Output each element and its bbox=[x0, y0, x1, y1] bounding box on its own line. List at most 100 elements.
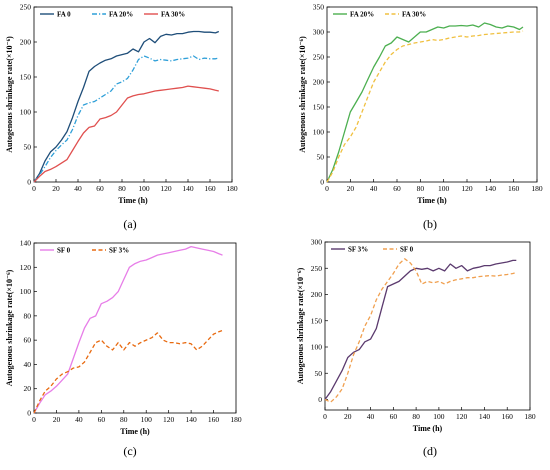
x-tick-label: 100 bbox=[141, 415, 153, 424]
y-tick-label: 100 bbox=[311, 343, 323, 352]
series-line bbox=[33, 55, 219, 183]
y-tick-label: 250 bbox=[20, 3, 32, 12]
x-tick-label: 160 bbox=[502, 412, 514, 421]
y-axis-label: Autogenous shrinkage rate(×10⁻⁶) bbox=[298, 36, 307, 153]
x-tick-label: 140 bbox=[182, 184, 194, 193]
x-tick-label: 140 bbox=[479, 412, 491, 421]
x-tick-label: 20 bbox=[344, 412, 352, 421]
y-tick-label: 300 bbox=[313, 28, 325, 37]
x-tick-label: 40 bbox=[75, 415, 83, 424]
x-tick-label: 120 bbox=[456, 412, 468, 421]
x-axis-label: Time (h) bbox=[120, 427, 150, 436]
plot-frame bbox=[33, 6, 233, 183]
x-axis-label: Time (h) bbox=[118, 196, 148, 205]
x-axis-label: Time (h) bbox=[417, 196, 447, 205]
chart-panel: 0 20 40 60 80 100 120 140 160 180 0 50 100 150 200 250 3… bbox=[298, 3, 543, 232]
panel-caption: (c) bbox=[123, 444, 136, 458]
x-tick-label: 40 bbox=[367, 412, 375, 421]
chart-panel: 0 20 40 60 80 100 120 140 160 180 0 20 40 60 80 100 120 1… bbox=[5, 239, 242, 459]
x-tick-label: 20 bbox=[52, 184, 60, 193]
y-tick-label: 150 bbox=[313, 103, 325, 112]
x-tick-label: 180 bbox=[226, 184, 238, 193]
y-tick-label: 100 bbox=[313, 128, 325, 137]
y-tick-label: 50 bbox=[24, 143, 32, 152]
series-line bbox=[326, 22, 524, 183]
x-tick-label: 160 bbox=[508, 184, 520, 193]
y-tick-label: 0 bbox=[27, 178, 31, 187]
x-tick-label: 120 bbox=[160, 184, 172, 193]
x-tick-label: 80 bbox=[118, 184, 126, 193]
y-tick-label: 40 bbox=[24, 360, 32, 369]
legend-label: FA 20% bbox=[350, 11, 374, 19]
y-tick-label: 100 bbox=[20, 287, 32, 296]
legend-label: FA 30% bbox=[402, 11, 426, 19]
x-tick-label: 160 bbox=[204, 184, 216, 193]
legend-label: FA 30% bbox=[161, 11, 185, 19]
x-tick-label: 180 bbox=[524, 412, 536, 421]
x-tick-label: 60 bbox=[390, 412, 398, 421]
x-tick-label: 0 bbox=[325, 184, 329, 193]
y-tick-label: 250 bbox=[311, 264, 323, 273]
x-tick-label: 0 bbox=[32, 415, 36, 424]
x-axis-label: Time (h) bbox=[413, 424, 443, 433]
y-tick-label: 250 bbox=[313, 53, 325, 62]
series-line bbox=[326, 30, 524, 183]
legend-label: FA 20% bbox=[109, 11, 133, 19]
series-line bbox=[33, 245, 223, 414]
x-tick-label: 80 bbox=[412, 412, 420, 421]
x-tick-label: 140 bbox=[185, 415, 197, 424]
legend-label: SF 3% bbox=[109, 247, 129, 255]
legend-label: FA 0 bbox=[57, 11, 71, 19]
x-tick-label: 0 bbox=[32, 184, 36, 193]
x-tick-label: 140 bbox=[485, 184, 497, 193]
x-tick-label: 0 bbox=[323, 412, 327, 421]
x-tick-label: 160 bbox=[208, 415, 220, 424]
x-tick-label: 60 bbox=[393, 184, 401, 193]
x-tick-label: 100 bbox=[438, 184, 450, 193]
y-tick-label: 80 bbox=[24, 311, 32, 320]
x-tick-label: 80 bbox=[120, 415, 128, 424]
legend-label: SF 0 bbox=[57, 247, 71, 255]
x-tick-label: 20 bbox=[347, 184, 355, 193]
y-tick-label: 200 bbox=[311, 290, 323, 299]
series-line bbox=[33, 30, 220, 183]
y-axis-label: Autogenous shrinkage rate(×10⁻⁶) bbox=[296, 267, 305, 384]
series-line bbox=[324, 259, 517, 400]
y-tick-label: 140 bbox=[20, 239, 32, 248]
plot-frame bbox=[324, 241, 531, 411]
y-tick-label: 120 bbox=[20, 263, 32, 272]
plot-frame bbox=[33, 242, 237, 414]
x-tick-label: 100 bbox=[433, 412, 445, 421]
y-tick-label: 150 bbox=[20, 73, 32, 82]
panel-caption: (b) bbox=[423, 217, 437, 231]
y-tick-label: 60 bbox=[24, 336, 32, 345]
y-tick-label: 100 bbox=[20, 108, 32, 117]
series-line bbox=[33, 85, 219, 183]
x-tick-label: 120 bbox=[461, 184, 473, 193]
x-tick-label: 60 bbox=[96, 184, 104, 193]
y-axis-label: Autogenous shrinkage rate(×10⁻⁶) bbox=[5, 269, 14, 386]
x-tick-label: 100 bbox=[138, 184, 150, 193]
chart-panel: 0 20 40 60 80 100 120 140 160 180 0 50 100 150 200 250 T… bbox=[5, 3, 238, 232]
y-tick-label: 50 bbox=[315, 369, 323, 378]
y-tick-label: 200 bbox=[20, 38, 32, 47]
x-tick-label: 180 bbox=[230, 415, 242, 424]
x-tick-label: 120 bbox=[163, 415, 175, 424]
panel-caption: (d) bbox=[423, 444, 437, 458]
x-tick-label: 80 bbox=[417, 184, 425, 193]
plot-frame bbox=[326, 6, 538, 183]
chart-panel: 0 20 40 60 80 100 120 140 160 180 0 50 100 150 200 250 3… bbox=[296, 238, 536, 459]
y-tick-label: 50 bbox=[317, 153, 325, 162]
x-tick-label: 20 bbox=[53, 415, 61, 424]
series-line bbox=[33, 329, 223, 414]
y-tick-label: 0 bbox=[318, 395, 322, 404]
y-tick-label: 350 bbox=[313, 3, 325, 12]
y-tick-label: 300 bbox=[311, 238, 323, 247]
y-tick-label: 200 bbox=[313, 78, 325, 87]
x-tick-label: 180 bbox=[531, 184, 543, 193]
y-tick-label: 20 bbox=[24, 384, 32, 393]
x-tick-label: 40 bbox=[370, 184, 378, 193]
legend-label: SF 0 bbox=[400, 246, 414, 254]
